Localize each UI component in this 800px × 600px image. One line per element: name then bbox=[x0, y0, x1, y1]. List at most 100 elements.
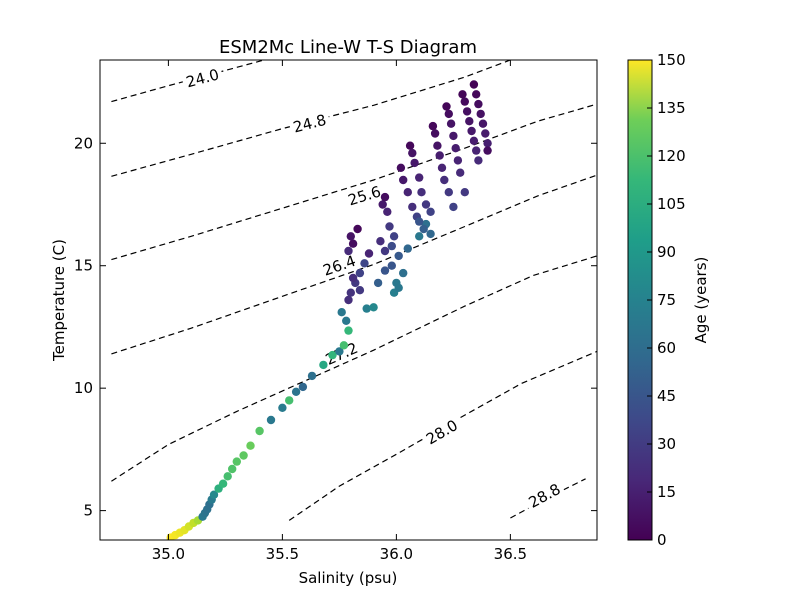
colorbar-tick-label: 150 bbox=[657, 51, 686, 69]
data-point bbox=[239, 451, 248, 460]
data-point bbox=[364, 249, 374, 258]
data-point bbox=[399, 268, 408, 278]
colorbar-tick-label: 90 bbox=[657, 243, 676, 261]
contour-line bbox=[111, 174, 597, 355]
colorbar-tick-label: 15 bbox=[657, 483, 676, 501]
x-axis-label: Salinity (psu) bbox=[299, 569, 398, 587]
data-point bbox=[369, 303, 378, 312]
data-point bbox=[348, 239, 358, 248]
data-point bbox=[348, 273, 358, 283]
data-point bbox=[399, 175, 408, 185]
data-point bbox=[458, 90, 467, 99]
chart-title: ESM2Mc Line-W T-S Diagram bbox=[219, 37, 477, 58]
data-point bbox=[405, 141, 415, 150]
data-point bbox=[355, 286, 365, 295]
data-point bbox=[474, 156, 483, 165]
data-point bbox=[472, 146, 481, 155]
contour-label-bg bbox=[287, 109, 332, 137]
data-point bbox=[476, 109, 485, 119]
colorbar-tick-label: 60 bbox=[657, 339, 676, 357]
data-point bbox=[415, 173, 424, 182]
data-point bbox=[387, 261, 396, 270]
data-point bbox=[232, 457, 241, 466]
data-point bbox=[415, 217, 424, 226]
data-point bbox=[378, 200, 387, 209]
data-point bbox=[291, 387, 301, 396]
data-point bbox=[462, 107, 472, 116]
data-point bbox=[328, 350, 337, 360]
data-point bbox=[396, 163, 406, 172]
data-point bbox=[342, 316, 351, 325]
contour-label-bg bbox=[317, 249, 361, 280]
x-axis-ticks: 35.0 35.5 36.0 36.5 bbox=[152, 60, 527, 563]
data-point bbox=[410, 158, 419, 168]
contour-label-bg bbox=[342, 180, 386, 210]
colorbar-tick-label: 30 bbox=[657, 435, 676, 453]
data-point bbox=[453, 156, 463, 165]
data-point bbox=[456, 168, 465, 177]
data-point bbox=[460, 97, 469, 106]
contour-label-bg bbox=[522, 477, 566, 513]
data-point bbox=[298, 382, 308, 392]
data-point bbox=[449, 202, 458, 212]
data-point bbox=[403, 244, 412, 253]
data-point bbox=[339, 341, 349, 350]
data-point bbox=[469, 136, 479, 145]
plot-frame bbox=[99, 59, 598, 541]
data-point bbox=[380, 192, 390, 202]
y-tick-label: 20 bbox=[74, 134, 93, 152]
data-point bbox=[408, 148, 417, 158]
data-point bbox=[394, 283, 403, 292]
y-tick-label: 5 bbox=[83, 502, 93, 520]
colorbar-tick-label: 120 bbox=[657, 147, 686, 165]
data-point bbox=[408, 202, 417, 212]
data-point bbox=[437, 163, 447, 172]
data-point bbox=[417, 188, 426, 197]
data-point bbox=[433, 141, 442, 150]
data-point bbox=[278, 403, 287, 412]
data-point bbox=[307, 371, 317, 381]
data-point bbox=[467, 126, 476, 136]
y-tick-label: 10 bbox=[74, 379, 93, 397]
data-point bbox=[383, 207, 392, 216]
data-point bbox=[449, 131, 458, 141]
data-point bbox=[255, 426, 264, 436]
data-point bbox=[246, 441, 255, 450]
data-point bbox=[344, 246, 353, 256]
data-point bbox=[355, 268, 365, 278]
y-axis-ticks: 5 10 15 20 bbox=[74, 134, 597, 520]
colorbar-label: Age (years) bbox=[692, 257, 710, 344]
data-point bbox=[442, 102, 451, 111]
data-point bbox=[419, 224, 428, 234]
data-point bbox=[428, 121, 438, 131]
data-point bbox=[228, 464, 237, 474]
data-point bbox=[389, 232, 399, 241]
data-point bbox=[380, 246, 390, 256]
data-point bbox=[346, 232, 355, 241]
data-point bbox=[344, 326, 353, 335]
data-point bbox=[446, 119, 456, 128]
colorbar-tick-label: 0 bbox=[657, 531, 667, 549]
data-point bbox=[335, 347, 344, 356]
data-points bbox=[166, 80, 492, 540]
data-point bbox=[362, 304, 371, 313]
x-tick-label: 35.5 bbox=[266, 545, 299, 563]
data-point bbox=[460, 188, 469, 197]
data-point bbox=[344, 295, 353, 305]
data-point bbox=[209, 490, 219, 499]
data-point bbox=[223, 472, 232, 481]
x-tick-label: 35.0 bbox=[152, 545, 185, 563]
data-point bbox=[483, 139, 492, 148]
data-point bbox=[360, 259, 369, 268]
data-point bbox=[387, 241, 396, 251]
data-point bbox=[478, 119, 488, 128]
data-point bbox=[444, 188, 453, 197]
data-point bbox=[346, 288, 355, 297]
data-point bbox=[472, 90, 481, 99]
data-point bbox=[435, 151, 444, 160]
data-point bbox=[353, 224, 362, 234]
colorbar-ticks: 0 15 30 45 60 75 90 105 120 135 150 bbox=[647, 51, 686, 549]
x-tick-label: 36.0 bbox=[380, 545, 413, 563]
data-point bbox=[426, 229, 435, 239]
contour-line bbox=[111, 255, 597, 482]
